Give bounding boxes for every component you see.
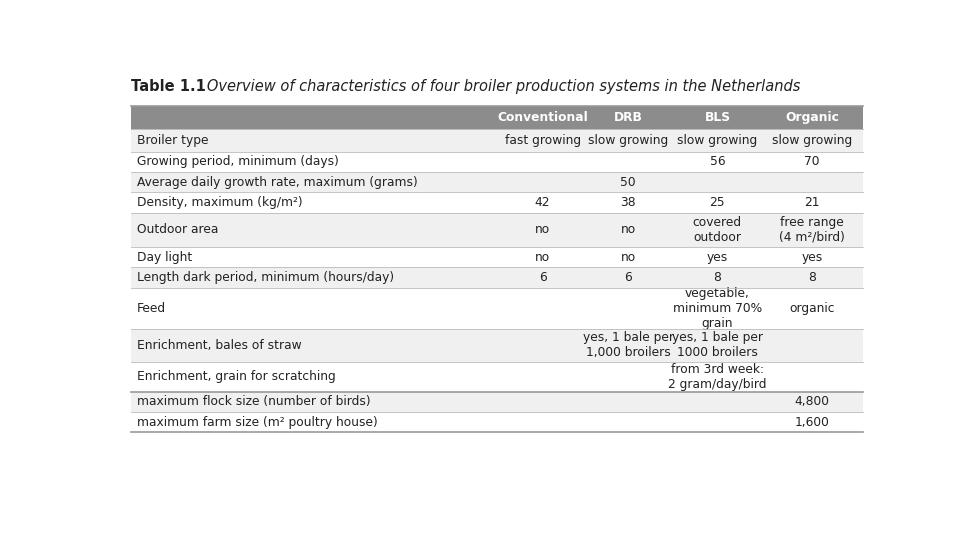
- Text: slow growing: slow growing: [772, 134, 852, 147]
- Text: Enrichment, bales of straw: Enrichment, bales of straw: [137, 339, 301, 352]
- Text: Outdoor area: Outdoor area: [137, 224, 219, 237]
- Text: yes, 1 bale per
1,000 broilers: yes, 1 bale per 1,000 broilers: [583, 332, 674, 360]
- Text: 6: 6: [539, 271, 546, 284]
- Text: Average daily growth rate, maximum (grams): Average daily growth rate, maximum (gram…: [137, 176, 418, 189]
- Bar: [132, 267, 862, 288]
- Text: Conventional: Conventional: [497, 111, 588, 124]
- Text: 42: 42: [535, 196, 550, 209]
- Text: from 3rd week:
2 gram/day/bird: from 3rd week: 2 gram/day/bird: [668, 363, 767, 390]
- Bar: [132, 247, 862, 267]
- Bar: [132, 152, 862, 172]
- Text: Organic: Organic: [785, 111, 839, 124]
- Text: free range
(4 m²/bird): free range (4 m²/bird): [779, 216, 845, 244]
- Text: covered
outdoor: covered outdoor: [693, 216, 742, 244]
- Text: fast growing: fast growing: [505, 134, 581, 147]
- Text: 70: 70: [804, 156, 820, 168]
- Bar: [132, 172, 862, 192]
- Text: 4,800: 4,800: [795, 395, 829, 408]
- Text: Enrichment, grain for scratching: Enrichment, grain for scratching: [137, 370, 336, 383]
- Text: yes, 1 bale per
1000 broilers: yes, 1 bale per 1000 broilers: [672, 332, 763, 360]
- Text: slow growing: slow growing: [588, 134, 668, 147]
- Text: no: no: [620, 251, 636, 264]
- Text: 38: 38: [620, 196, 636, 209]
- Bar: [132, 192, 862, 213]
- Text: no: no: [620, 224, 636, 237]
- Text: 8: 8: [808, 271, 816, 284]
- Text: BLS: BLS: [705, 111, 731, 124]
- Text: 6: 6: [624, 271, 632, 284]
- Bar: [132, 213, 862, 247]
- Text: Growing period, minimum (days): Growing period, minimum (days): [137, 156, 339, 168]
- Text: Overview of characteristics of four broiler production systems in the Netherland: Overview of characteristics of four broi…: [193, 79, 801, 94]
- Text: 56: 56: [709, 156, 725, 168]
- Text: no: no: [535, 224, 550, 237]
- Text: Density, maximum (kg/m²): Density, maximum (kg/m²): [137, 196, 302, 209]
- Text: Broiler type: Broiler type: [137, 134, 208, 147]
- Text: 8: 8: [713, 271, 721, 284]
- Text: slow growing: slow growing: [678, 134, 757, 147]
- Text: yes: yes: [707, 251, 728, 264]
- Text: 50: 50: [620, 176, 636, 189]
- Text: vegetable,
minimum 70%
grain: vegetable, minimum 70% grain: [673, 287, 762, 330]
- Bar: [132, 129, 862, 152]
- Bar: [132, 412, 862, 433]
- Text: Table 1.1: Table 1.1: [132, 79, 206, 94]
- Bar: [132, 362, 862, 392]
- Text: 21: 21: [804, 196, 820, 209]
- Text: maximum flock size (number of birds): maximum flock size (number of birds): [137, 395, 371, 408]
- Bar: [132, 392, 862, 412]
- Text: Length dark period, minimum (hours/day): Length dark period, minimum (hours/day): [137, 271, 395, 284]
- Text: yes: yes: [802, 251, 823, 264]
- Text: Feed: Feed: [137, 302, 166, 315]
- Text: maximum farm size (m² poultry house): maximum farm size (m² poultry house): [137, 416, 378, 429]
- Text: organic: organic: [789, 302, 834, 315]
- Text: no: no: [535, 251, 550, 264]
- Text: Day light: Day light: [137, 251, 192, 264]
- Text: 25: 25: [709, 196, 725, 209]
- Text: DRB: DRB: [613, 111, 642, 124]
- Text: 1,600: 1,600: [795, 416, 829, 429]
- Bar: [132, 106, 862, 129]
- Bar: [132, 329, 862, 362]
- Bar: [132, 288, 862, 329]
